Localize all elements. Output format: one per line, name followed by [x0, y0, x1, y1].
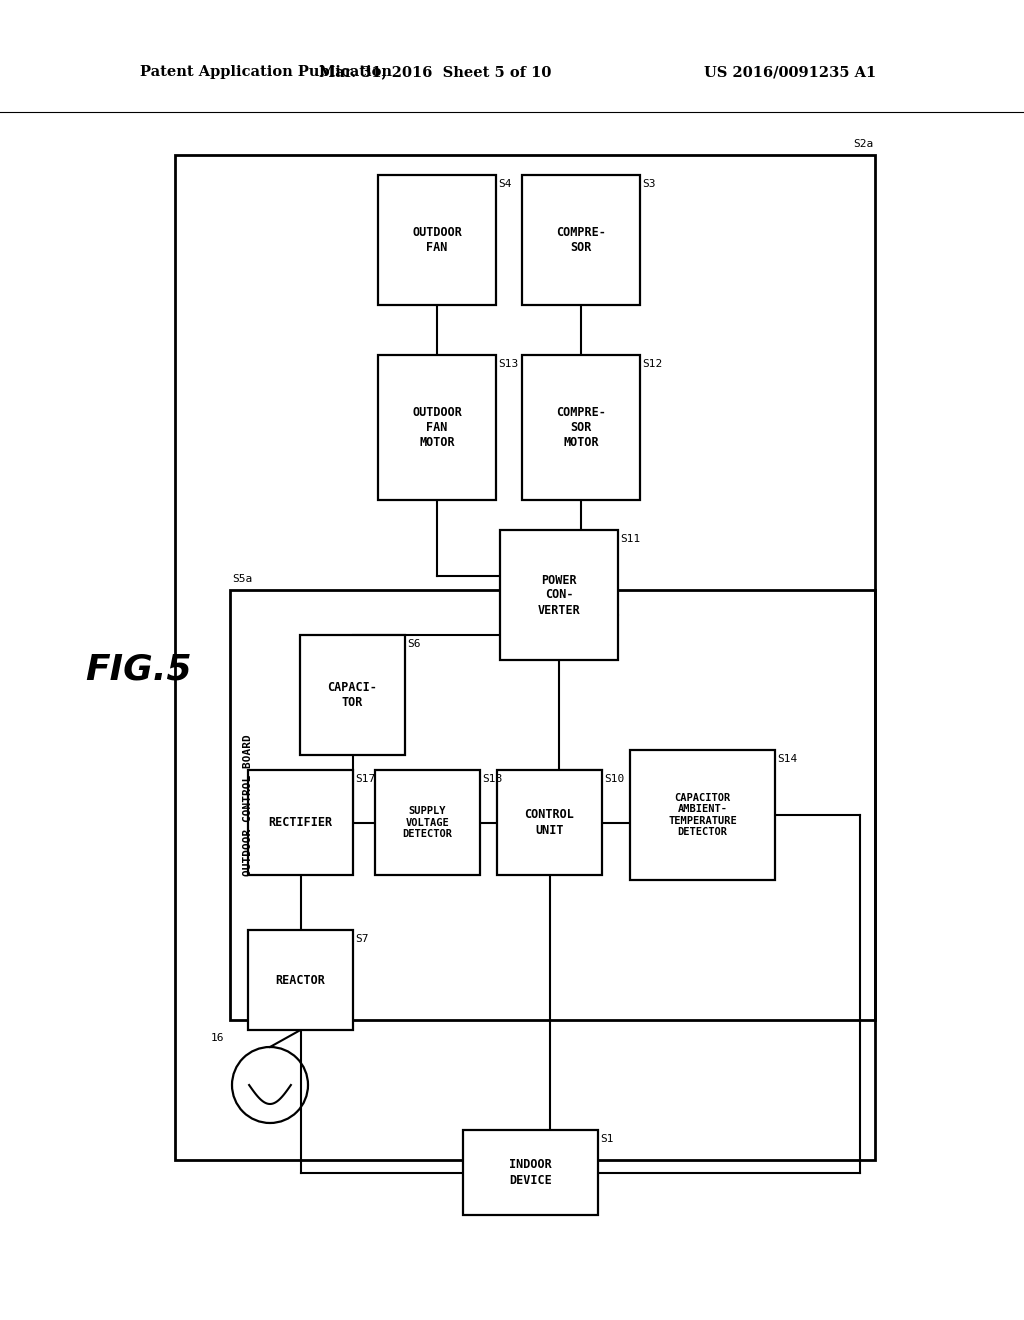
Text: REACTOR: REACTOR [275, 974, 326, 986]
Text: SUPPLY
VOLTAGE
DETECTOR: SUPPLY VOLTAGE DETECTOR [402, 807, 453, 840]
Text: FIG.5: FIG.5 [85, 653, 191, 686]
Bar [500, 531, 618, 660]
Text: CAPACI-
TOR: CAPACI- TOR [328, 681, 378, 709]
Text: S10: S10 [604, 774, 625, 784]
Text: S2a: S2a [853, 139, 873, 149]
Text: INDOOR
DEVICE: INDOOR DEVICE [509, 1159, 552, 1187]
Text: S14: S14 [777, 754, 798, 764]
Bar [463, 1130, 598, 1214]
Bar [497, 770, 602, 875]
Bar [522, 176, 640, 305]
Bar [375, 770, 480, 875]
Bar [175, 154, 874, 1160]
Text: 16: 16 [211, 1034, 224, 1043]
Text: OUTDOOR
FAN
MOTOR: OUTDOOR FAN MOTOR [412, 407, 462, 449]
Text: S11: S11 [620, 535, 640, 544]
Bar [522, 355, 640, 500]
Text: S18: S18 [482, 774, 502, 784]
Text: US 2016/0091235 A1: US 2016/0091235 A1 [703, 65, 877, 79]
Text: S4: S4 [498, 180, 512, 189]
Bar [630, 750, 775, 880]
Bar [248, 931, 353, 1030]
Text: COMPRE-
SOR: COMPRE- SOR [556, 226, 606, 253]
Text: POWER
CON-
VERTER: POWER CON- VERTER [538, 573, 581, 616]
Text: CAPACITOR
AMBIENT-
TEMPERATURE
DETECTOR: CAPACITOR AMBIENT- TEMPERATURE DETECTOR [668, 792, 737, 837]
Text: S12: S12 [642, 359, 663, 370]
Text: S6: S6 [407, 639, 421, 649]
Text: S7: S7 [355, 935, 369, 944]
Text: S5a: S5a [232, 574, 252, 583]
Bar [248, 770, 353, 875]
Text: Patent Application Publication: Patent Application Publication [140, 65, 392, 79]
Text: S3: S3 [642, 180, 655, 189]
Text: CONTROL
UNIT: CONTROL UNIT [524, 808, 574, 837]
Text: OUTDOOR
FAN: OUTDOOR FAN [412, 226, 462, 253]
Bar [230, 590, 874, 1020]
Text: Mar. 31, 2016  Sheet 5 of 10: Mar. 31, 2016 Sheet 5 of 10 [318, 65, 551, 79]
Text: S13: S13 [498, 359, 518, 370]
Text: OUTDOOR CONTROL BOARD: OUTDOOR CONTROL BOARD [243, 734, 253, 876]
Text: S1: S1 [600, 1134, 613, 1144]
Text: COMPRE-
SOR
MOTOR: COMPRE- SOR MOTOR [556, 407, 606, 449]
Text: S17: S17 [355, 774, 375, 784]
Bar [378, 355, 496, 500]
Bar [378, 176, 496, 305]
Bar [300, 635, 406, 755]
Text: RECTIFIER: RECTIFIER [268, 816, 333, 829]
